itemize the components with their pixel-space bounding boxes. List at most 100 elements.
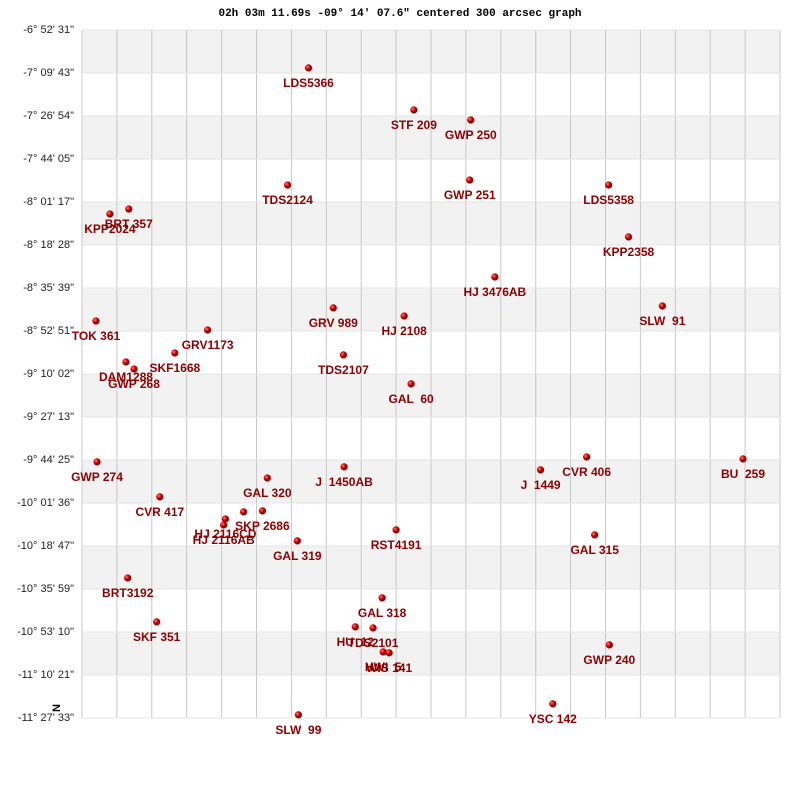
star-label: J 1450AB xyxy=(315,475,373,489)
star-point xyxy=(549,700,557,708)
star-label: CVR 406 xyxy=(562,465,611,479)
star-point xyxy=(536,466,545,474)
star-point xyxy=(591,531,599,539)
star-point xyxy=(258,507,267,515)
star-label: GAL 318 xyxy=(358,606,407,620)
star-label: BRT3192 xyxy=(102,586,154,600)
y-tick-label: -8° 01' 17" xyxy=(23,196,74,208)
y-tick-label: -10° 01' 36" xyxy=(17,497,74,509)
star-label: TDS2107 xyxy=(318,363,369,377)
star-label: GRV1173 xyxy=(182,338,234,352)
star-point xyxy=(156,493,164,501)
star-point xyxy=(739,455,747,463)
star-point xyxy=(125,205,133,213)
star-label: GAL 319 xyxy=(273,549,322,563)
y-tick-label: -9° 27' 13" xyxy=(23,411,74,423)
star-point xyxy=(106,210,114,218)
star-label: KPP2024 xyxy=(84,222,136,236)
star-label: HJ 2108 xyxy=(381,324,427,338)
y-tick-label: -8° 18' 28" xyxy=(23,239,74,251)
star-label: SKF1668 xyxy=(149,361,200,375)
star-label: RST4191 xyxy=(371,538,422,552)
star-point xyxy=(407,380,415,388)
star-label: HU 12 xyxy=(337,635,375,649)
star-point xyxy=(304,64,313,72)
y-tick-label: -8° 52' 51" xyxy=(23,325,74,337)
star-label: TDS2101 xyxy=(348,636,399,650)
star-label: BRT 357 xyxy=(105,217,153,231)
star-label: YSC 142 xyxy=(529,712,577,726)
y-tick-label: -6° 52' 31" xyxy=(23,24,74,36)
star-point xyxy=(392,526,400,534)
y-tick-label: -8° 35' 39" xyxy=(23,282,74,294)
north-label: N xyxy=(51,704,63,712)
star-point xyxy=(153,618,161,626)
star-label: GWP 251 xyxy=(444,188,496,202)
star-label: SKP 2686 xyxy=(235,519,290,533)
star-point xyxy=(283,181,292,189)
star-point xyxy=(369,624,377,632)
star-point xyxy=(339,351,348,359)
star-point xyxy=(329,304,337,312)
star-point xyxy=(220,521,228,529)
y-tick-label: -9° 10' 02" xyxy=(23,368,74,380)
y-tick-label: -10° 35' 59" xyxy=(17,583,74,595)
y-tick-label: -7° 44' 05" xyxy=(23,153,74,165)
y-tick-label: -10° 18' 47" xyxy=(17,540,74,552)
star-label: GWP 240 xyxy=(583,653,635,667)
star-point xyxy=(93,458,101,466)
star-label: CVR 417 xyxy=(135,505,184,519)
star-point xyxy=(466,176,474,184)
star-point xyxy=(171,349,179,357)
star-point xyxy=(92,317,100,325)
star-label: SLW 99 xyxy=(275,723,321,737)
star-label: STF 209 xyxy=(391,118,437,132)
star-point xyxy=(294,711,303,719)
star-label: KPP2358 xyxy=(603,245,655,259)
star-point xyxy=(239,508,248,516)
star-label: GAL 315 xyxy=(570,543,619,557)
star-label: GWP 274 xyxy=(71,470,123,484)
chart-title: 02h 03m 11.69s -09° 14′ 07.6" centered 3… xyxy=(218,8,581,20)
star-label: HWI 5 xyxy=(365,660,402,674)
star-point xyxy=(583,453,591,461)
star-label: GWP 250 xyxy=(445,128,497,142)
star-point xyxy=(351,623,359,631)
y-tick-label: -9° 44' 25" xyxy=(23,454,74,466)
star-label: SLW 91 xyxy=(639,314,685,328)
star-label: SKF 351 xyxy=(133,630,181,644)
star-label: J 1449 xyxy=(521,478,561,492)
star-label: HJ 2116CD xyxy=(194,527,256,541)
star-label: TDS2124 xyxy=(262,193,313,207)
star-point xyxy=(467,116,475,124)
star-point xyxy=(130,365,138,373)
star-point xyxy=(400,312,408,320)
star-point xyxy=(293,537,301,545)
star-label: GAL 60 xyxy=(389,392,434,406)
star-point xyxy=(124,574,132,582)
star-label: LDS5358 xyxy=(583,193,634,207)
star-point xyxy=(491,273,499,281)
star-point xyxy=(410,106,418,114)
star-point xyxy=(624,233,633,241)
star-label: WIS 141 xyxy=(366,661,412,675)
star-label: GRV 989 xyxy=(309,316,358,330)
y-tick-label: -7° 26' 54" xyxy=(23,110,74,122)
star-label: GAL 320 xyxy=(243,486,292,500)
star-label: GWP 268 xyxy=(108,377,160,391)
star-label: HJ 2116AB xyxy=(193,533,255,547)
star-point xyxy=(340,463,348,471)
star-point xyxy=(378,594,386,602)
star-label: HJ 3476AB xyxy=(464,285,527,299)
star-point xyxy=(604,181,613,189)
star-point xyxy=(658,302,667,310)
y-tick-label: -7° 09' 43" xyxy=(23,67,74,79)
y-tick-label: -11° 27' 33" xyxy=(18,712,74,724)
star-point xyxy=(385,649,393,657)
star-label: TOK 361 xyxy=(72,329,121,343)
star-label: LDS5366 xyxy=(283,76,334,90)
star-point xyxy=(605,641,613,649)
star-label: BU 259 xyxy=(721,467,765,481)
y-tick-label: -10° 53' 10" xyxy=(17,626,74,638)
